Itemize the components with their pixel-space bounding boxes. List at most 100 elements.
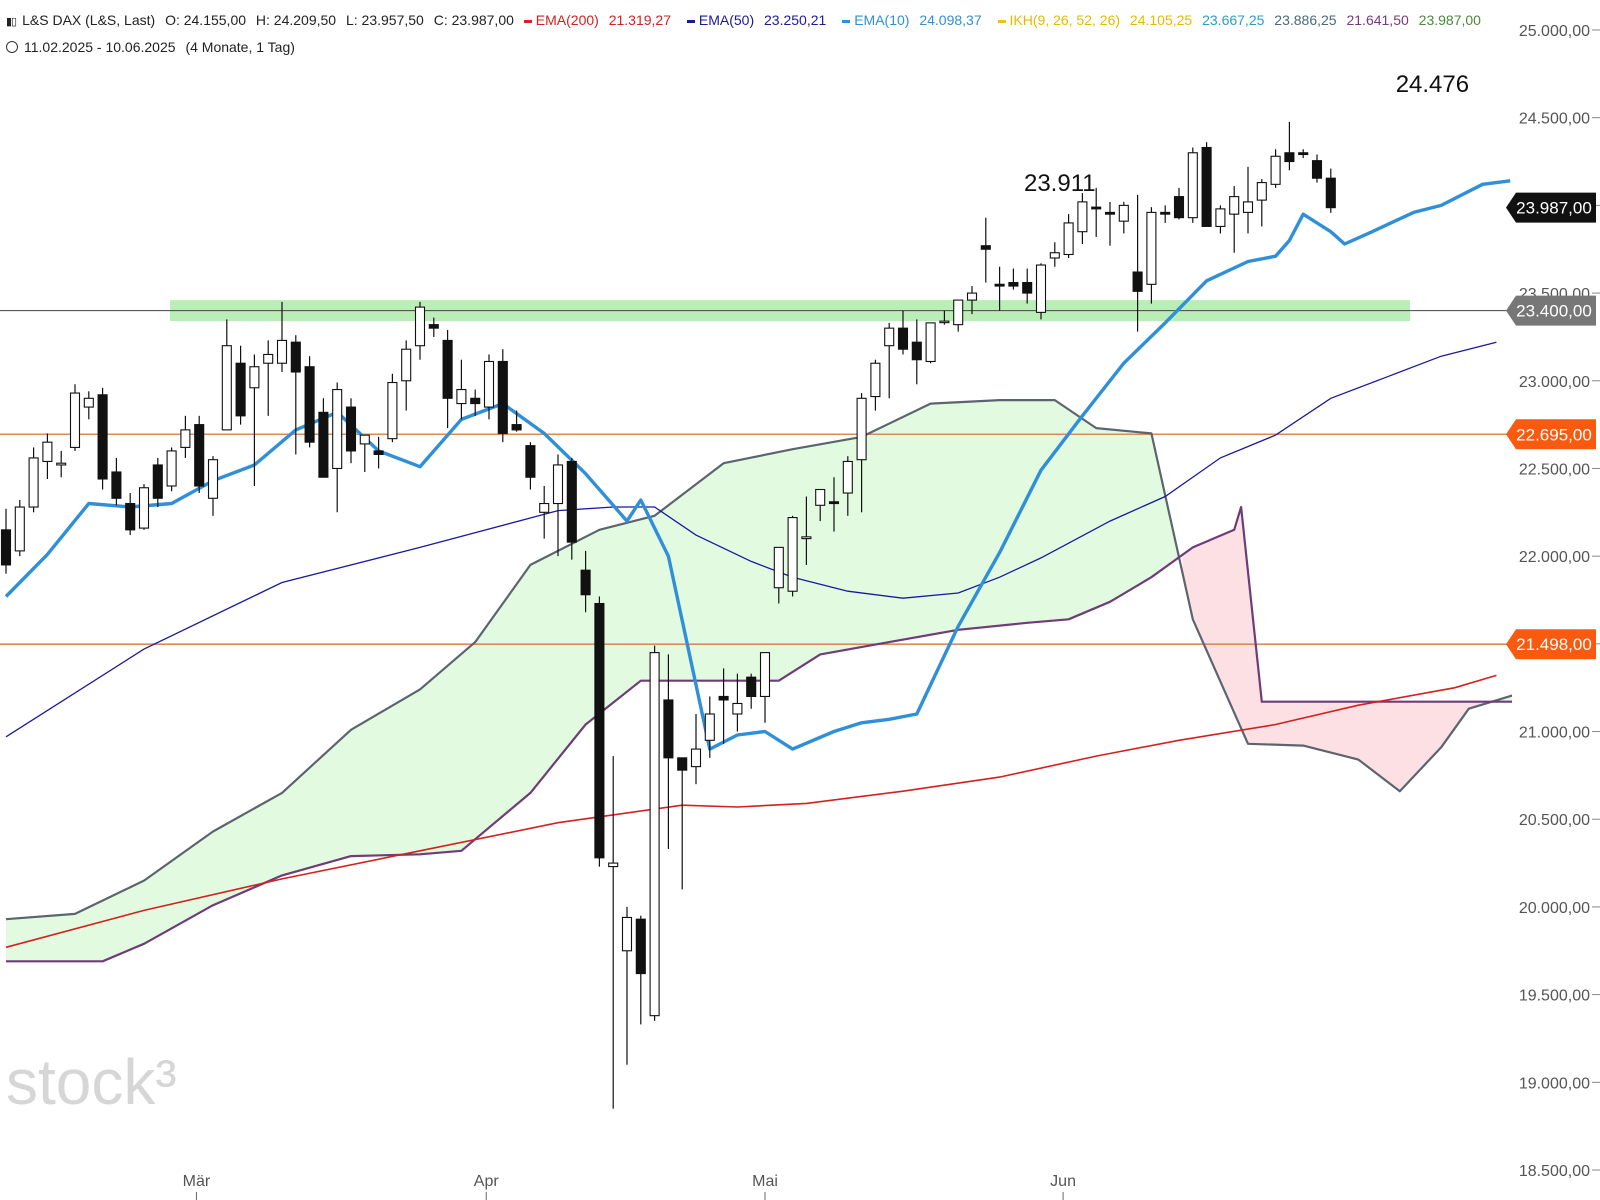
candle-body-72: [994, 283, 1005, 287]
candle-body-90: [1242, 201, 1254, 213]
candle-body-64: [884, 327, 895, 347]
candle-body-57: [787, 517, 798, 592]
candle-body-45: [621, 916, 633, 952]
candle-body-17: [235, 362, 246, 417]
candle-body-96: [1325, 177, 1336, 209]
candle-body-26: [359, 434, 370, 445]
candle-body-11: [152, 464, 163, 499]
candle-body-16: [221, 345, 232, 431]
candle-body-22: [304, 366, 315, 443]
candle-14: [194, 415, 205, 494]
y-tick-label-9: 20.500,00: [1519, 812, 1590, 829]
candle-50: [690, 714, 702, 785]
price-tag-label-0: 23.987,00: [1516, 199, 1592, 218]
candle-body-5: [69, 392, 81, 448]
candle-body-89: [1229, 196, 1240, 215]
ema10-legend: EMA(10) 24.098,37: [842, 12, 987, 28]
candle-body-9: [125, 502, 136, 531]
candle-85: [1173, 187, 1185, 220]
candle-body-75: [1035, 264, 1047, 313]
y-tick-label-0: 25.000,00: [1519, 23, 1590, 40]
candle-body-69: [953, 299, 964, 326]
candle-body-87: [1201, 146, 1212, 227]
period-label: (4 Monate, 1 Tag): [185, 39, 295, 55]
candle-24: [332, 382, 343, 513]
candle-90: [1242, 166, 1254, 234]
price-tag-shape-3: [1506, 629, 1596, 660]
senkou-span-b-line: [6, 505, 1600, 963]
candle-body-35: [483, 360, 495, 408]
candle-82: [1132, 194, 1143, 332]
candle-39: [539, 486, 550, 539]
candle-body-53: [732, 702, 743, 715]
y-axis: 25.000,0024.500,0024.000,0023.500,0023.0…: [1512, 0, 1600, 1200]
candle-13: [180, 415, 191, 458]
candle-body-4: [56, 462, 67, 466]
candle-5: [69, 384, 81, 451]
candle-92: [1270, 149, 1281, 188]
candle-body-70: [966, 292, 978, 301]
candle-54: [746, 673, 757, 709]
ema50-legend-value: 23.250,21: [764, 12, 827, 28]
candle-20: [276, 301, 288, 372]
candle-body-86: [1187, 152, 1198, 219]
candle-26: [359, 434, 370, 472]
indicator-lines: [4, 179, 1600, 963]
candle-67: [925, 322, 936, 364]
candle-55: [759, 652, 771, 723]
candle-6: [83, 391, 94, 420]
candle-88: [1215, 205, 1226, 234]
candle-80: [1104, 201, 1116, 246]
ema200-legend: EMA(200) 21.319,27: [523, 12, 677, 28]
ema200-legend-label: EMA(200): [535, 12, 599, 28]
candle-51: [704, 696, 715, 758]
x-tick-label-0: Mär: [183, 1173, 211, 1190]
ema200-line: [5, 674, 1497, 949]
candle-body-47: [649, 652, 660, 1017]
candle-78: [1077, 193, 1088, 244]
watermark-logo: stock³: [6, 1046, 177, 1118]
candle-body-27: [373, 450, 384, 455]
candle-71: [980, 217, 991, 283]
candle-46: [635, 915, 646, 1025]
candle-body-12: [166, 450, 177, 487]
price-tag-shape-1: [1506, 295, 1596, 326]
x-tick-label-3: Jun: [1050, 1173, 1076, 1190]
candle-body-92: [1270, 155, 1281, 185]
price-tag-2: 22.695,00: [1506, 419, 1596, 450]
candle-45: [621, 906, 633, 1065]
x-tick-label-2: Mai: [752, 1173, 778, 1190]
candle-29: [401, 340, 412, 411]
candle-body-24: [332, 388, 343, 470]
candle-73: [1008, 268, 1019, 290]
date-range: 11.02.2025 - 10.06.2025: [24, 39, 176, 55]
horizontal-levels: [0, 310, 1600, 645]
candle-58: [801, 496, 812, 565]
candle-96: [1325, 168, 1336, 213]
ikh-legend-label: IKH(9, 26, 52, 26): [1009, 12, 1121, 28]
candle-body-42: [580, 569, 591, 596]
candle-64: [884, 322, 895, 399]
candle-48: [663, 654, 674, 850]
candle-body-46: [635, 918, 646, 975]
y-tick-label-6: 22.000,00: [1519, 549, 1590, 566]
candle-body-19: [263, 353, 274, 364]
y-tick-label-4: 23.000,00: [1519, 374, 1590, 391]
candle-body-30: [414, 306, 426, 347]
candle-79: [1091, 187, 1102, 237]
y-tick-label-12: 19.000,00: [1519, 1075, 1590, 1092]
candle-body-78: [1077, 201, 1088, 233]
price-tag-0: 23.987,00: [1506, 192, 1596, 223]
candle-34: [470, 389, 481, 416]
candle-body-66: [911, 341, 922, 361]
candle-15: [207, 456, 219, 516]
candle-body-76: [1049, 252, 1060, 259]
chart-header-line-2: 11.02.2025 - 10.06.2025 (4 Monate, 1 Tag…: [6, 39, 301, 55]
candle-body-41: [566, 460, 577, 543]
candle-body-61: [842, 460, 853, 494]
candle-11: [152, 457, 163, 508]
candle-body-15: [207, 459, 219, 499]
candle-65: [897, 310, 909, 355]
ema10-swatch: [842, 19, 851, 23]
